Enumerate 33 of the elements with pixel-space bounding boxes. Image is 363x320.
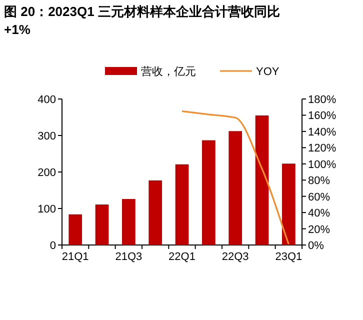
x-tick-label: 23Q1 — [275, 251, 302, 263]
x-tick-label: 21Q1 — [62, 251, 89, 263]
y-tick-label: 400 — [38, 94, 56, 106]
bar — [95, 204, 109, 245]
y2-tick-label: 20% — [308, 224, 330, 236]
legend-label: YOY — [256, 66, 280, 78]
bar — [202, 140, 216, 245]
y2-tick-label: 40% — [308, 208, 330, 220]
y2-tick-label: 120% — [308, 142, 336, 155]
bar — [175, 164, 189, 245]
bar — [282, 164, 296, 245]
y-tick-label: 200 — [38, 167, 56, 179]
x-tick-label: 21Q3 — [115, 251, 142, 263]
bar — [228, 131, 242, 245]
bar — [255, 115, 269, 245]
bar — [122, 199, 136, 245]
y2-tick-label: 180% — [308, 94, 336, 106]
y2-tick-label: 160% — [308, 110, 336, 122]
bar — [148, 180, 162, 245]
y2-tick-label: 60% — [308, 191, 330, 204]
y-tick-label: 0 — [50, 240, 56, 252]
chart-title: 图 20：2023Q1 三元材料样本企业合计营收同比+1% — [4, 4, 280, 37]
y-tick-label: 300 — [38, 130, 56, 142]
legend-label: 营收，亿元 — [141, 65, 196, 78]
y2-tick-label: 80% — [308, 175, 330, 188]
line-series — [181, 110, 290, 245]
x-tick-label: 22Q1 — [168, 251, 196, 263]
y2-tick-label: 140% — [308, 126, 336, 138]
y-tick-label: 100 — [38, 204, 56, 216]
y2-tick-label: 0% — [308, 240, 324, 252]
y2-tick-label: 100% — [308, 158, 336, 171]
x-tick-label: 22Q3 — [222, 251, 249, 263]
bar — [68, 214, 82, 245]
